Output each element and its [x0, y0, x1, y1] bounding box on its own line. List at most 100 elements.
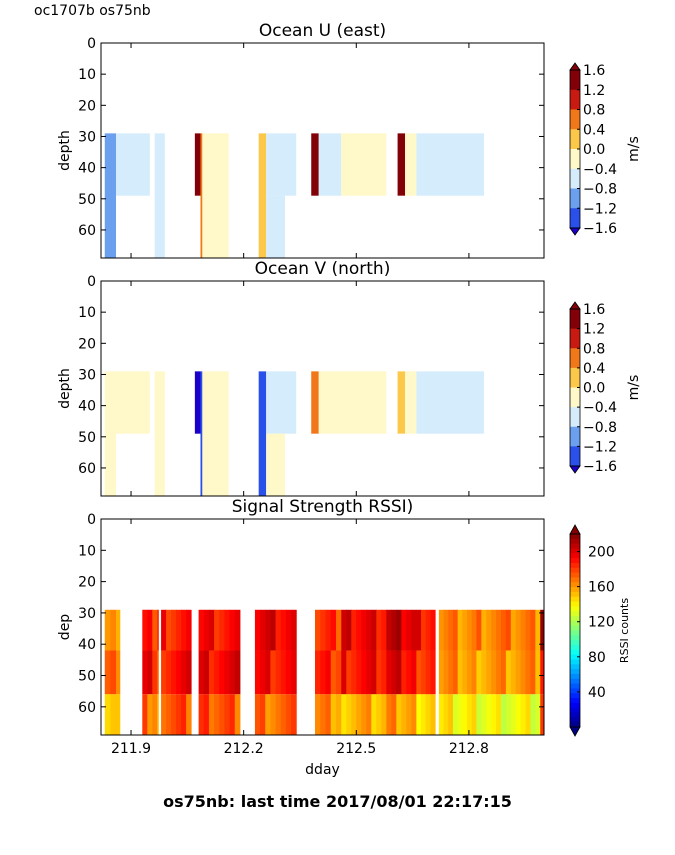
data-cell [430, 694, 436, 735]
colorbar-tick-label: −1.2 [583, 439, 617, 455]
data-cell [181, 694, 187, 735]
data-cell [467, 609, 473, 651]
colorbar-bin [570, 664, 580, 670]
y-tick-label: 0 [87, 36, 96, 52]
data-cell [401, 650, 407, 695]
colorbar-bin [570, 367, 580, 388]
data-cell [270, 609, 277, 651]
colorbar-tick-label: 1.2 [583, 322, 605, 338]
panel-title: Ocean V (north) [255, 259, 391, 279]
data-cell [219, 609, 225, 651]
data-cell [351, 609, 357, 651]
data-cell [110, 650, 117, 695]
data-cell [152, 609, 158, 651]
data-cell [535, 694, 541, 735]
data-cell [406, 694, 412, 735]
data-cell [254, 650, 261, 695]
colorbar-tick-label: 1.6 [583, 63, 605, 79]
y-axis-label: depth [57, 368, 73, 409]
data-cell [116, 133, 150, 196]
data-cell [234, 694, 241, 735]
data-cell [104, 609, 111, 651]
data-cell [214, 650, 220, 695]
data-cell [505, 650, 512, 695]
data-cell [341, 650, 347, 695]
colorbar-bin [570, 678, 580, 685]
data-cell [476, 650, 482, 695]
data-cell [467, 650, 473, 695]
data-cell [260, 694, 266, 735]
plot-frame [100, 280, 545, 497]
data-cell [397, 371, 406, 434]
data-cell [224, 694, 231, 735]
y-tick-label: 60 [78, 223, 96, 239]
x-tick-label: 212.5 [336, 741, 376, 757]
data-cell [411, 650, 417, 695]
data-cell [314, 694, 321, 735]
data-cell [401, 694, 407, 735]
data-cell [476, 694, 482, 735]
data-cell [266, 433, 285, 496]
data-cell [142, 609, 148, 651]
data-cell [266, 371, 297, 434]
data-cell [280, 650, 287, 695]
data-cell [515, 694, 522, 735]
data-cell [181, 609, 187, 651]
data-cell [346, 609, 352, 651]
plot-area [104, 609, 544, 735]
data-cell [198, 609, 205, 651]
data-cell [157, 650, 159, 695]
colorbar-bin [570, 109, 580, 130]
colorbar-bin [570, 558, 580, 564]
data-cell [500, 650, 507, 695]
data-cell [361, 609, 367, 651]
data-cell [166, 650, 172, 695]
data-cell [265, 650, 271, 695]
colorbar-bin [570, 620, 580, 627]
colorbar-bin [570, 543, 580, 550]
data-cell [448, 650, 454, 695]
colorbar-tick-label: −0.4 [583, 400, 617, 416]
plot-area [104, 371, 484, 496]
data-cell [540, 609, 544, 651]
data-cell [336, 694, 342, 735]
data-cell [229, 650, 236, 695]
colorbar-tick-label: 0.0 [583, 142, 605, 158]
data-cell [520, 609, 527, 651]
y-tick-label: 10 [78, 543, 96, 559]
colorbar-bin [570, 129, 580, 150]
colorbar-bin [570, 712, 580, 718]
x-tick-label: 212.8 [449, 741, 489, 757]
data-cell [186, 650, 192, 695]
data-cell [330, 609, 337, 651]
data-cell [325, 694, 332, 735]
data-cell [161, 694, 167, 735]
data-cell [462, 694, 468, 735]
data-cell [425, 609, 431, 651]
data-cell [396, 694, 402, 735]
x-tick-label: 212.2 [224, 741, 264, 757]
colorbar-bin [570, 387, 580, 408]
data-cell [401, 609, 407, 651]
data-cell [386, 694, 392, 735]
data-cell [219, 694, 225, 735]
colorbar-extend-max [569, 301, 581, 310]
colorbar-tick-label: −0.4 [583, 162, 617, 178]
data-cell [500, 694, 507, 735]
data-cell [505, 609, 512, 651]
data-cell [171, 650, 177, 695]
data-cell [481, 650, 487, 695]
y-tick-label: 40 [78, 637, 96, 653]
data-cell [525, 694, 531, 735]
y-tick-label: 40 [78, 399, 96, 415]
data-cell [452, 694, 459, 735]
data-cell [275, 650, 282, 695]
data-cell [311, 371, 319, 434]
data-cell [234, 609, 241, 651]
data-cell [104, 371, 117, 496]
colorbar-bin [570, 567, 580, 574]
data-cell [219, 650, 225, 695]
data-cell [386, 650, 392, 695]
colorbar-bin [570, 534, 580, 540]
data-cell [457, 609, 463, 651]
